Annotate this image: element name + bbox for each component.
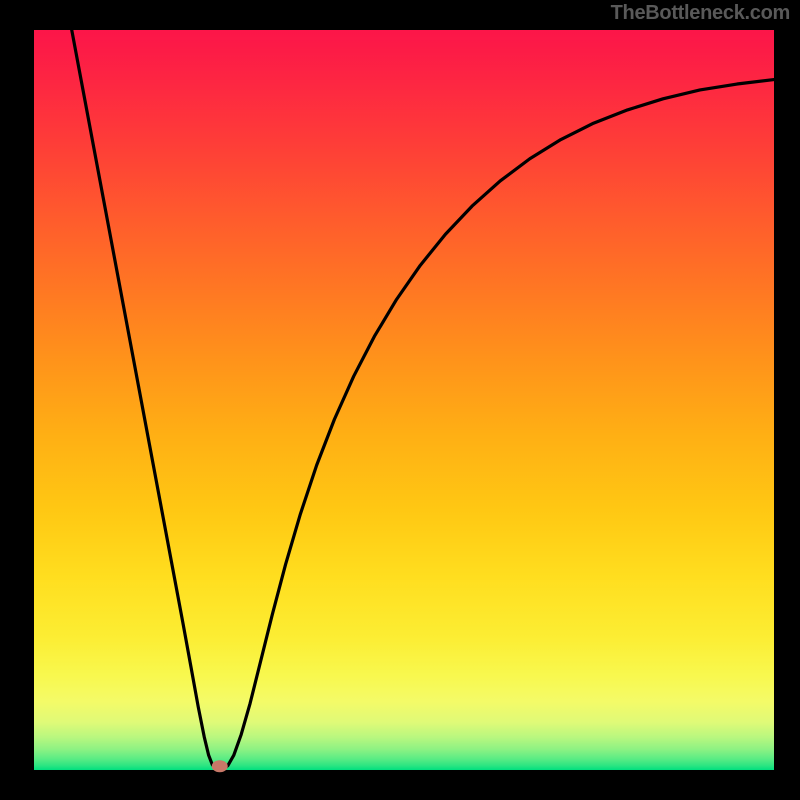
optimal-point-marker xyxy=(212,760,228,772)
bottleneck-chart xyxy=(0,0,800,800)
plot-background xyxy=(34,30,774,770)
attribution-watermark: TheBottleneck.com xyxy=(611,2,790,25)
